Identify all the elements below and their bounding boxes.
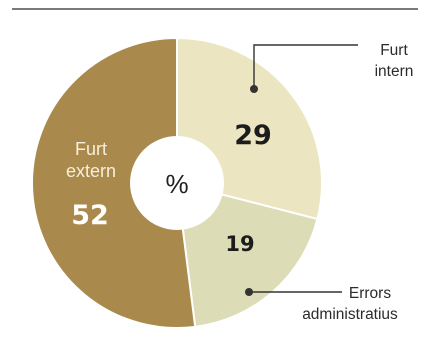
- center-label: %: [165, 169, 188, 199]
- leader-dot-furt-intern: [250, 85, 258, 93]
- slice-label-errors-line2: administratius: [302, 306, 398, 323]
- donut-hole: [130, 136, 224, 230]
- slice-label-furt-extern-line1: Furt: [75, 139, 107, 159]
- slice-label-errors-line1: Errors: [349, 285, 391, 302]
- value-label-furt-extern: 52: [71, 200, 109, 231]
- label-errors-administratius: Errors administratius: [245, 285, 398, 323]
- label-furt-intern: Furt intern: [250, 42, 413, 93]
- slice-label-furt-extern-line2: extern: [66, 161, 116, 181]
- slice-furt-extern: [31, 36, 197, 329]
- slice-label-furt-intern-line1: Furt: [380, 42, 408, 59]
- leader-dot-errors: [245, 288, 253, 296]
- leader-line-furt-intern: [253, 44, 358, 87]
- slice-label-furt-intern-line2: intern: [375, 63, 414, 80]
- label-furt-extern: Furt extern: [66, 139, 116, 181]
- value-label-furt-intern: 29: [234, 120, 272, 151]
- value-label-errors: 19: [225, 232, 254, 256]
